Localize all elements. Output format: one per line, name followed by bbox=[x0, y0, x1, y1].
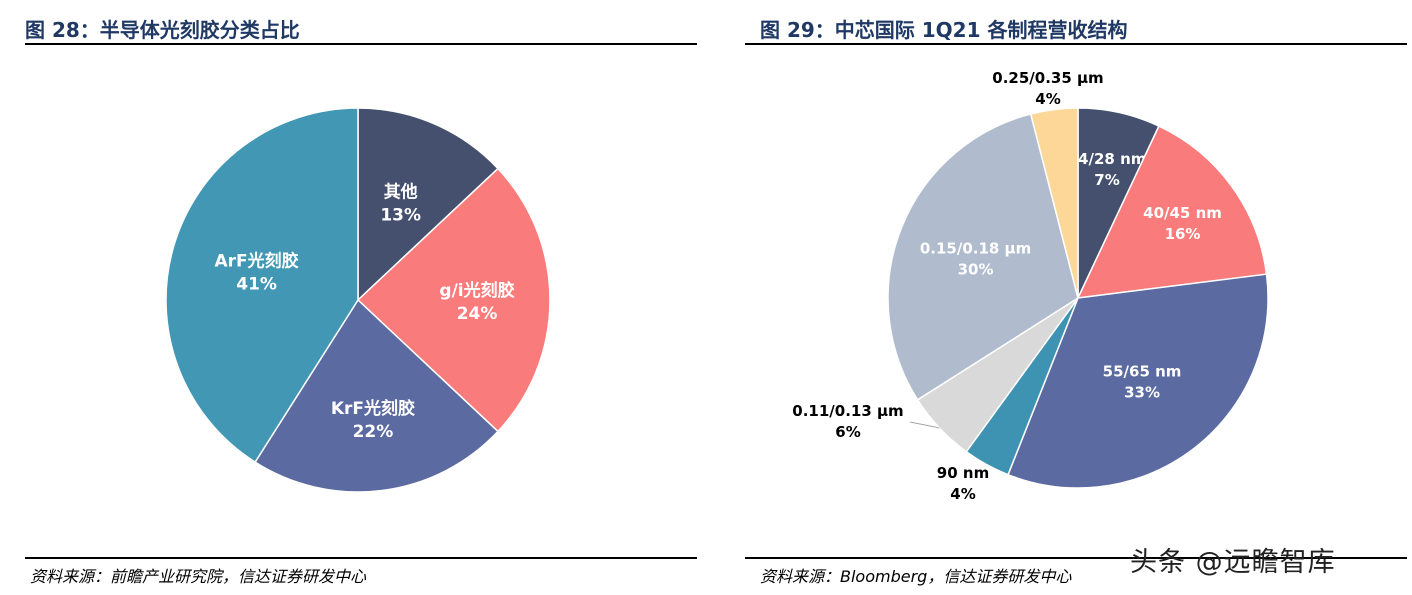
slice-label-40-45-nm: 40/45 nm bbox=[1143, 204, 1222, 222]
slice-label-0-11-0-13-m: 0.11/0.13 µm bbox=[792, 402, 903, 420]
slice-percent-0-11-0-13-m: 6% bbox=[835, 423, 860, 441]
slice-percent-0-15-0-18-m: 30% bbox=[958, 260, 994, 278]
right-figure-title: 图 29：中芯国际 1Q21 各制程营收结构 bbox=[760, 18, 1128, 42]
right-source-rule bbox=[745, 557, 1407, 559]
slice-label-其他: 其他 bbox=[384, 181, 418, 202]
pie-slice-0-15-0-18-m bbox=[887, 113, 1079, 401]
left-source-note: 资料来源：前瞻产业研究院，信达证券研发中心 bbox=[30, 567, 367, 586]
slice-percent-arf光刻胶: 41% bbox=[236, 275, 277, 295]
left-source-rule bbox=[25, 557, 697, 559]
left-title-rule bbox=[25, 43, 697, 45]
slice-label-0-15-0-18-m: 0.15/0.18 µm bbox=[920, 239, 1031, 257]
process-node-revenue-pie-chart: 14/28 nm 7% 40/45 nm 16% 55/65 nm 33% 90 nm 4% 0… bbox=[792, 69, 1269, 503]
slice-label-0-25-0-35-m: 0.25/0.35 µm bbox=[992, 69, 1103, 87]
slice-percent-其他: 13% bbox=[380, 205, 421, 225]
leader-line-0-11-0-13-m bbox=[909, 421, 940, 429]
left-figure-panel: 图 28：半导体光刻胶分类占比 其他 13% g/i光刻胶 24% KrF光刻胶 22% A… bbox=[0, 0, 700, 595]
watermark-text: 头条 @远瞻智库 bbox=[1130, 547, 1336, 578]
slice-label-g-i光刻胶: g/i光刻胶 bbox=[439, 280, 514, 301]
pie-slice-krf光刻胶 bbox=[254, 298, 500, 493]
right-figure-panel: 图 29：中芯国际 1Q21 各制程营收结构 14/28 nm 7% 40/45 n… bbox=[745, 0, 1412, 595]
slice-percent-40-45-nm: 16% bbox=[1165, 225, 1201, 243]
left-figure-title: 图 28：半导体光刻胶分类占比 bbox=[25, 18, 300, 42]
slice-percent-90-nm: 4% bbox=[950, 485, 975, 503]
slice-label-arf光刻胶: ArF光刻胶 bbox=[215, 251, 299, 272]
photoresist-pie-chart: 其他 13% g/i光刻胶 24% KrF光刻胶 22% ArF光刻胶 41% bbox=[165, 107, 551, 493]
slice-percent-krf光刻胶: 22% bbox=[353, 422, 394, 442]
pie-slice-0-25-0-35-m bbox=[1029, 107, 1079, 299]
right-source-note: 资料来源：Bloomberg，信达证券研发中心 bbox=[760, 567, 1072, 586]
slice-percent-0-25-0-35-m: 4% bbox=[1035, 90, 1060, 108]
pie-slice-55-65-nm bbox=[1007, 273, 1269, 489]
slice-percent-14-28-nm: 7% bbox=[1094, 171, 1119, 189]
slice-label-14-28-nm: 14/28 nm bbox=[1068, 150, 1147, 168]
slice-label-90-nm: 90 nm bbox=[937, 464, 989, 482]
slice-label-55-65-nm: 55/65 nm bbox=[1103, 363, 1182, 381]
right-title-rule bbox=[745, 43, 1407, 45]
pie-slice-40-45-nm bbox=[1076, 125, 1268, 299]
slice-percent-g-i光刻胶: 24% bbox=[457, 304, 498, 324]
pie-slice-其他 bbox=[357, 107, 500, 302]
slice-percent-55-65-nm: 33% bbox=[1124, 384, 1160, 402]
pie-slice-g-i光刻胶 bbox=[356, 167, 551, 433]
pie-slice-arf光刻胶 bbox=[165, 107, 359, 464]
slice-label-krf光刻胶: KrF光刻胶 bbox=[331, 398, 415, 419]
